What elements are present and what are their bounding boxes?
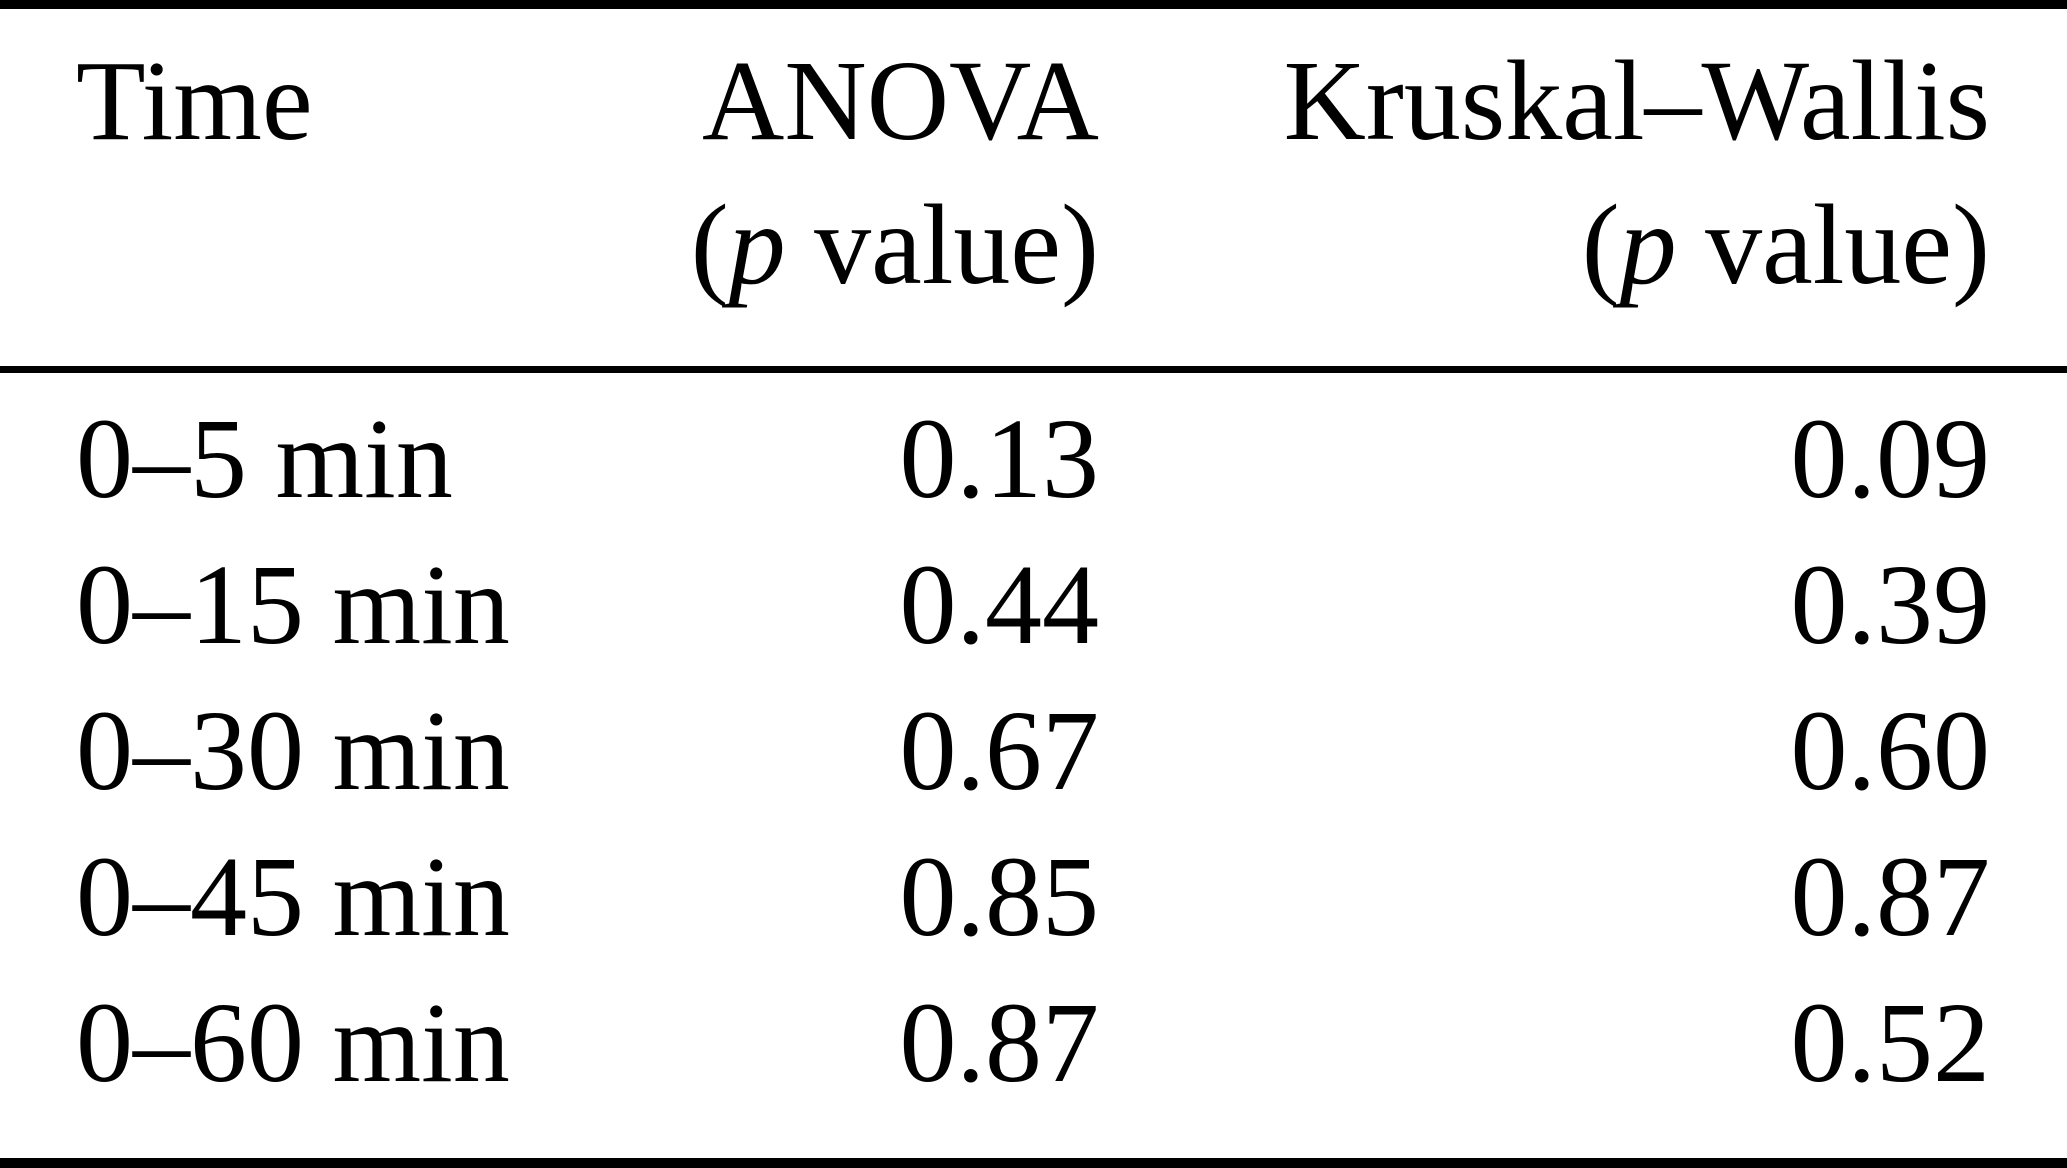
pvalue-rest: value) [1676, 180, 1990, 308]
italic-p: p [728, 180, 786, 308]
cell-time: 0–45 min [76, 833, 510, 961]
cell-time: 0–30 min [76, 687, 510, 815]
header-anova-pvalue-label: (p value) [691, 181, 1099, 308]
table-row: 0–15 min 0.44 0.39 [0, 532, 2067, 678]
cell-anova-pvalue: 0.67 [899, 687, 1100, 815]
italic-p: p [1619, 180, 1677, 308]
cell-kruskal-wallis-pvalue: 0.87 [1790, 833, 1991, 961]
cell-kruskal-wallis-pvalue: 0.60 [1790, 687, 1991, 815]
table-row: 0–60 min 0.87 0.52 [0, 970, 2067, 1116]
table-row: 0–30 min 0.67 0.60 [0, 678, 2067, 824]
cell-time: 0–15 min [76, 541, 510, 669]
paren-open: ( [1581, 180, 1620, 308]
cell-kruskal-wallis-pvalue: 0.52 [1790, 979, 1991, 1107]
paren-open: ( [690, 180, 729, 308]
column-header-time: Time [0, 9, 640, 374]
header-time-label: Time [76, 37, 313, 164]
header-anova-label: ANOVA [702, 37, 1099, 164]
header-kruskal-wallis-label: Kruskal–Wallis [1283, 37, 1990, 164]
header-row: Time ANOVA (p value) Kruskal–Wallis (p v… [0, 9, 2067, 374]
column-header-anova: ANOVA (p value) [640, 9, 1100, 374]
cell-anova-pvalue: 0.44 [899, 541, 1100, 669]
cell-time: 0–60 min [76, 979, 510, 1107]
cell-kruskal-wallis-pvalue: 0.09 [1790, 395, 1991, 523]
header-kruskal-wallis-pvalue-label: (p value) [1582, 181, 1990, 308]
cell-anova-pvalue: 0.85 [899, 833, 1100, 961]
table-row: 0–45 min 0.85 0.87 [0, 824, 2067, 970]
table-row: 0–5 min 0.13 0.09 [0, 370, 2067, 533]
pvalue-rest: value) [785, 180, 1099, 308]
column-header-kruskal-wallis: Kruskal–Wallis (p value) [1100, 9, 2067, 374]
cell-anova-pvalue: 0.13 [899, 395, 1100, 523]
cell-time: 0–5 min [76, 395, 453, 523]
cell-kruskal-wallis-pvalue: 0.39 [1790, 541, 1991, 669]
pvalues-table: Time ANOVA (p value) Kruskal–Wallis (p v… [0, 9, 2067, 1116]
cell-anova-pvalue: 0.87 [899, 979, 1100, 1107]
